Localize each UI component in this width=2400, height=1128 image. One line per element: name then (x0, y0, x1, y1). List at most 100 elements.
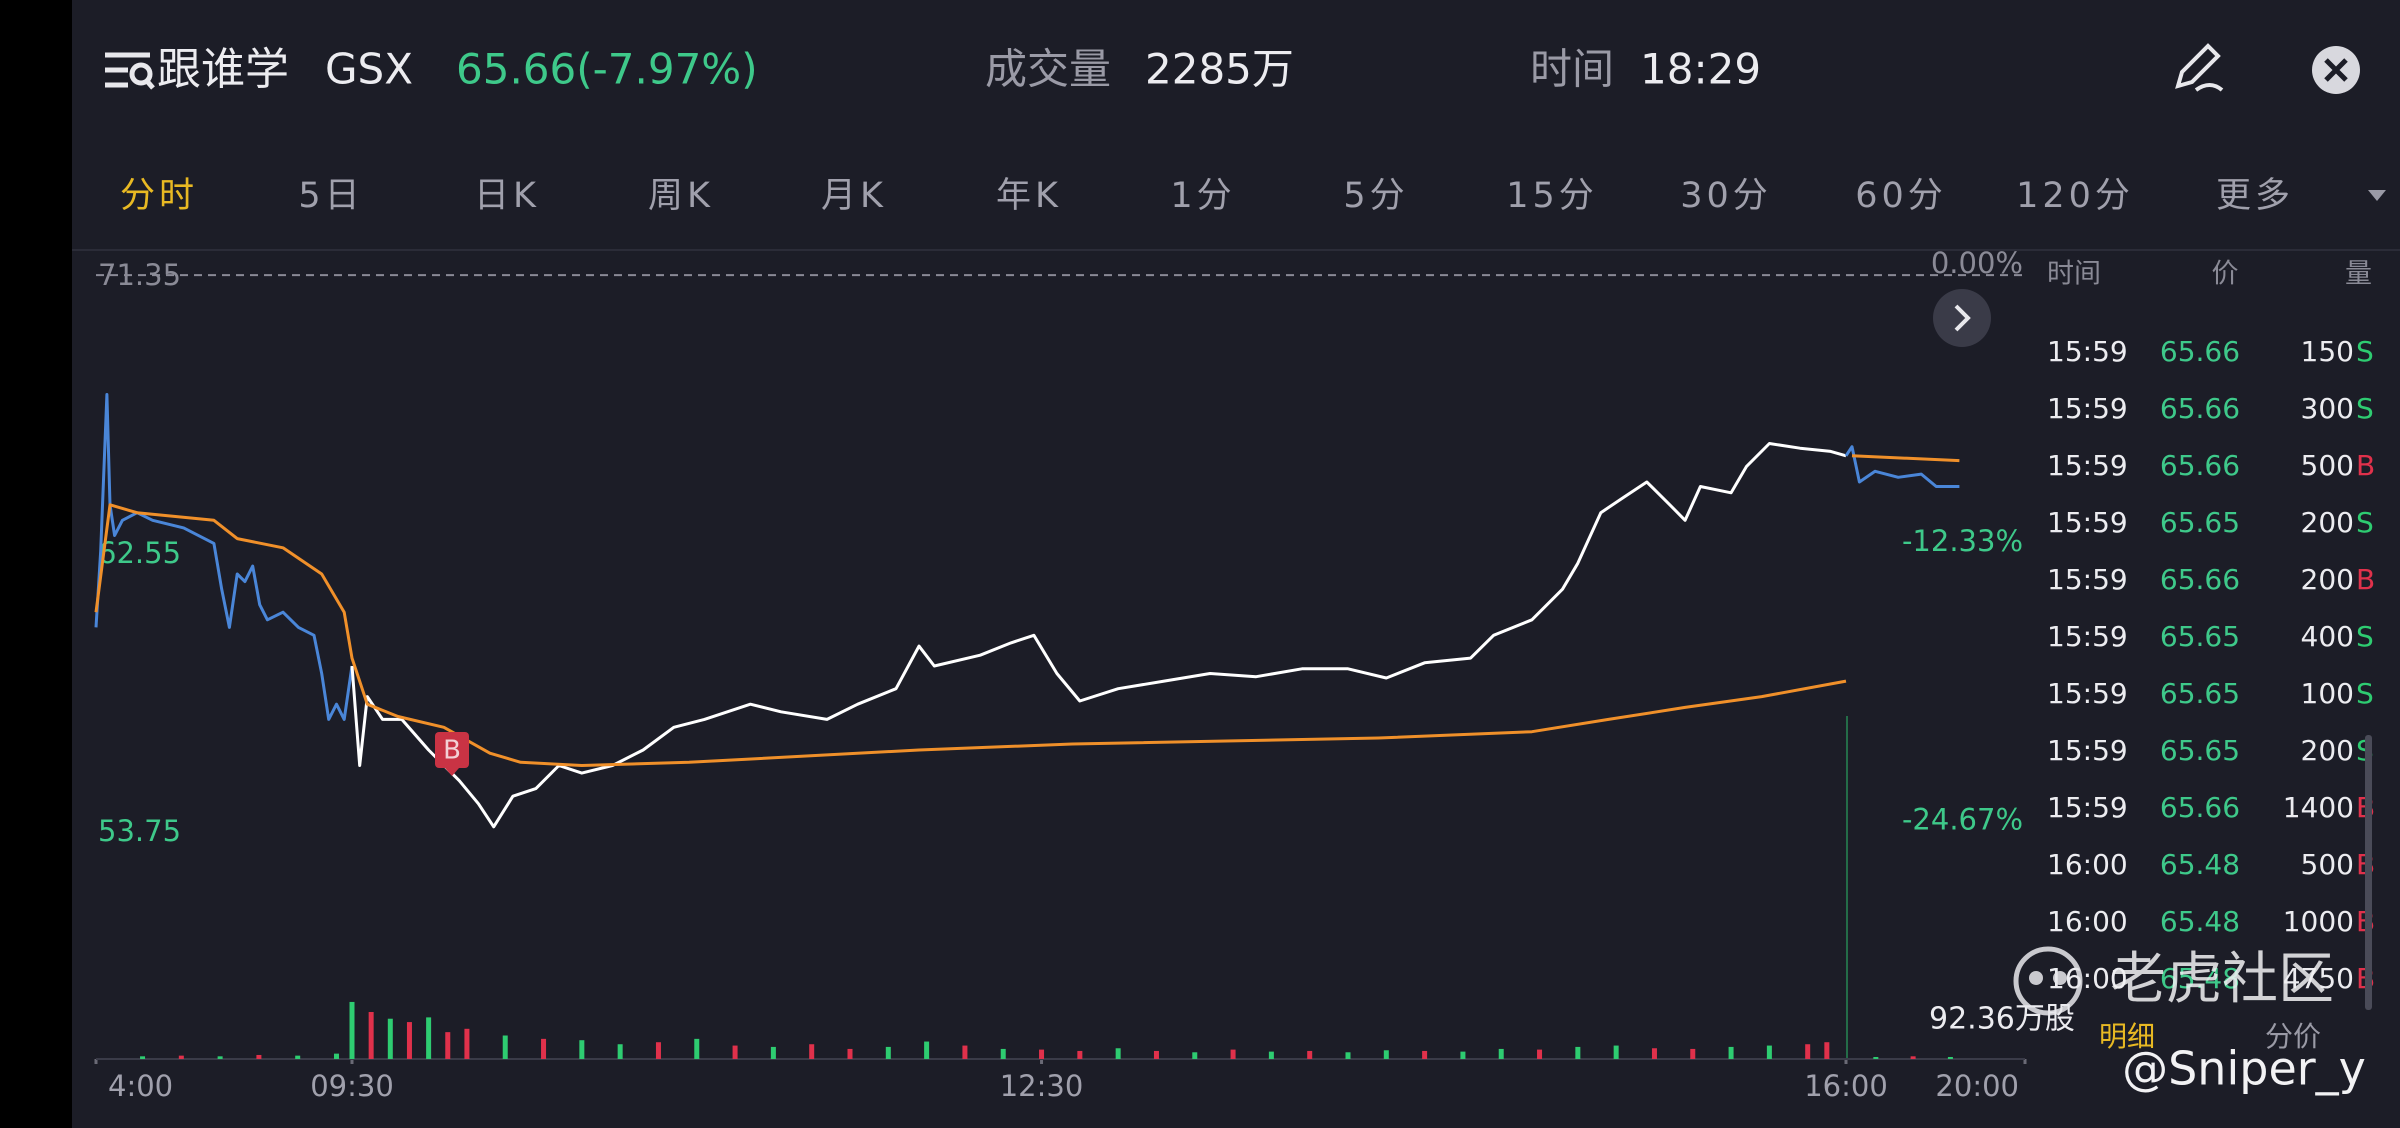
volume-bar (847, 1048, 853, 1059)
volume-bar (502, 1035, 508, 1059)
menu-search-icon[interactable] (105, 52, 155, 90)
volume-bar (1690, 1048, 1696, 1059)
trade-volume: 300 (2301, 392, 2354, 425)
close-button[interactable] (2312, 46, 2360, 94)
x-tick-label: 20:00 (1935, 1069, 2019, 1103)
tab[interactable]: 60分 (1855, 176, 1947, 216)
price-line (1844, 445, 1960, 488)
volume-bar (770, 1046, 776, 1059)
tab[interactable]: 分时 (120, 176, 198, 216)
volume-bar (1383, 1050, 1389, 1059)
trade-side: S (2356, 392, 2374, 425)
trade-time: 15:59 (2047, 506, 2128, 539)
volume-bar (295, 1055, 301, 1059)
tab[interactable]: 日K (474, 176, 540, 216)
column-header: 价 (2212, 259, 2239, 290)
tab[interactable]: 5分 (1343, 176, 1408, 216)
volume-bar (962, 1045, 968, 1059)
trade-price: 65.65 (2160, 734, 2240, 767)
x-tick-label: 16:00 (1804, 1069, 1888, 1103)
trade-volume: 1000 (2283, 905, 2354, 938)
volume-value: 2285万 (1145, 45, 1294, 94)
trade-volume: 200 (2301, 563, 2354, 596)
x-tick-label: 09:30 (310, 1069, 394, 1103)
trade-time: 16:00 (2047, 905, 2128, 938)
watermark: 老虎社区 (2013, 946, 2334, 1016)
trade-volume: 200 (2301, 734, 2354, 767)
trade-price: 65.65 (2160, 620, 2240, 653)
trade-volume: 4750 (2283, 962, 2354, 995)
watermark-text: 老虎社区 (2110, 947, 2334, 1012)
chart: 71.35 62.55 53.75 0.00% -12.33% -24.67% 4:00 09… (94, 246, 2027, 1103)
volume-bar (617, 1044, 623, 1059)
trade-price: 65.65 (2160, 677, 2240, 710)
volume-bar (1651, 1048, 1657, 1059)
volume-bar (579, 1040, 585, 1059)
volume-bar (217, 1056, 223, 1059)
trade-price: 65.48 (2160, 848, 2240, 881)
volume-bar (1345, 1052, 1351, 1059)
bottom-tab[interactable]: 分价 (2265, 1020, 2321, 1053)
tab[interactable]: 5日 (298, 176, 363, 216)
y-tick-label: 62.55 (98, 536, 181, 570)
x-tick-label: 4:00 (108, 1069, 173, 1103)
volume-bar (809, 1044, 815, 1059)
volume-bar (464, 1028, 470, 1059)
volume-bar (333, 1053, 339, 1059)
trade-side: S (2356, 506, 2374, 539)
tab[interactable]: 月K (821, 176, 887, 216)
trade-time: 15:59 (2047, 734, 2128, 767)
price-line (94, 393, 354, 721)
volume-bar (1575, 1046, 1581, 1059)
trade-price: 65.66 (2160, 791, 2240, 824)
volume-bar (541, 1038, 547, 1059)
author: @Sniper_y (2122, 1042, 2366, 1096)
tab[interactable]: 30分 (1680, 176, 1772, 216)
more-arrow[interactable] (2368, 190, 2386, 201)
y-tick-label: 71.35 (98, 258, 181, 292)
volume-bar (1268, 1051, 1274, 1059)
volume-bar (368, 1012, 374, 1059)
volume-bar (406, 1022, 412, 1059)
trade-time: 15:59 (2047, 449, 2128, 482)
volume-bar (1947, 1056, 1953, 1059)
trade-time: 15:59 (2047, 791, 2128, 824)
volume-bar (1422, 1050, 1428, 1059)
column-header: 时间 (2047, 259, 2101, 290)
quote: 65.66(-7.97%) (456, 45, 758, 94)
tab[interactable]: 120分 (2016, 176, 2134, 216)
tab[interactable]: 周K (648, 176, 714, 216)
volume-bar (426, 1017, 432, 1059)
tab[interactable]: 15分 (1506, 176, 1598, 216)
time-value: 18:29 (1640, 45, 1761, 94)
trade-price: 65.66 (2160, 563, 2240, 596)
tab[interactable]: 更多 (2216, 176, 2294, 216)
y2-tick-label: -12.33% (1902, 524, 2023, 558)
volume-bar (445, 1032, 451, 1059)
volume-max-label: 92.36万股 (1929, 1002, 2075, 1037)
column-header: 量 (2345, 259, 2372, 290)
buy-marker-label: B (443, 736, 461, 766)
trade-volume: 150 (2301, 335, 2354, 368)
trade-volume: 100 (2301, 677, 2354, 710)
tab[interactable]: 1分 (1170, 176, 1235, 216)
volume-label: 成交量 (985, 45, 1111, 94)
expand-button[interactable] (1933, 289, 1991, 347)
volume-bar (178, 1055, 184, 1059)
edit-icon[interactable] (2175, 43, 2224, 92)
volume-bar (1498, 1048, 1504, 1059)
volume-bar (1000, 1048, 1006, 1059)
bottom-tab[interactable]: 明细 (2099, 1020, 2155, 1053)
trade-side: S (2356, 335, 2374, 368)
trade-time: 15:59 (2047, 563, 2128, 596)
tab[interactable]: 年K (996, 176, 1062, 216)
volume-bar (1077, 1050, 1083, 1059)
trade-volume: 500 (2301, 449, 2354, 482)
trade-side: S (2356, 620, 2374, 653)
trade-price: 65.48 (2160, 905, 2240, 938)
volume-bar (885, 1046, 891, 1059)
volume-bar (1115, 1048, 1121, 1059)
trade-list: 时间价量15:59 65.66 150 S15:59 65.66 300 S15:59 65.… (2047, 259, 2375, 996)
